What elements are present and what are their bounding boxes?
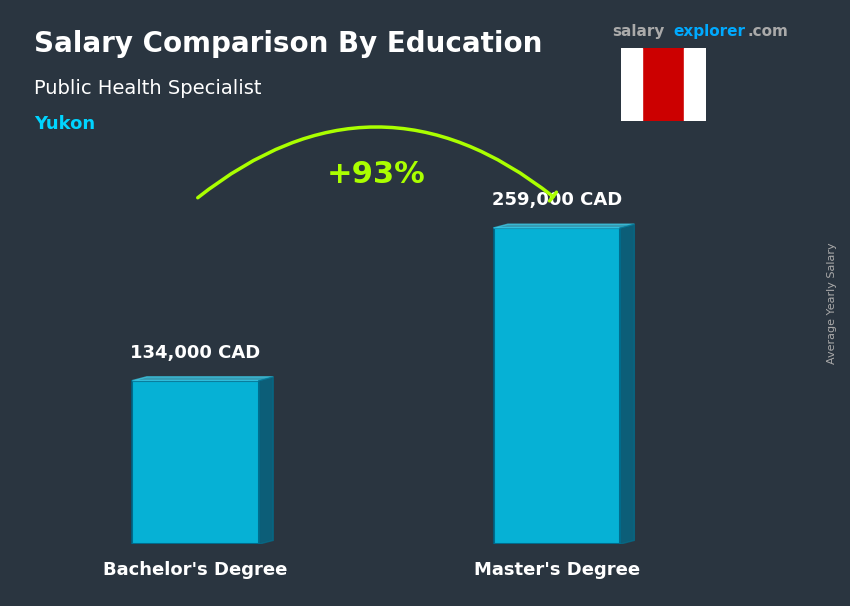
Text: salary: salary	[612, 24, 665, 39]
Text: 259,000 CAD: 259,000 CAD	[491, 191, 622, 209]
Polygon shape	[620, 224, 634, 544]
Bar	[620, 48, 642, 121]
Text: Salary Comparison By Education: Salary Comparison By Education	[34, 30, 542, 58]
Text: +93%: +93%	[326, 159, 426, 188]
Text: 134,000 CAD: 134,000 CAD	[130, 344, 261, 362]
Polygon shape	[133, 377, 273, 381]
Polygon shape	[494, 224, 634, 228]
Text: Average Yearly Salary: Average Yearly Salary	[827, 242, 837, 364]
Text: explorer: explorer	[673, 24, 745, 39]
Bar	[494, 228, 620, 544]
Bar	[684, 48, 705, 121]
Text: Yukon: Yukon	[34, 115, 95, 133]
Text: 🍁: 🍁	[655, 73, 671, 97]
Text: Public Health Specialist: Public Health Specialist	[34, 79, 262, 98]
Bar	[133, 381, 258, 544]
Text: .com: .com	[748, 24, 789, 39]
Polygon shape	[258, 377, 273, 544]
